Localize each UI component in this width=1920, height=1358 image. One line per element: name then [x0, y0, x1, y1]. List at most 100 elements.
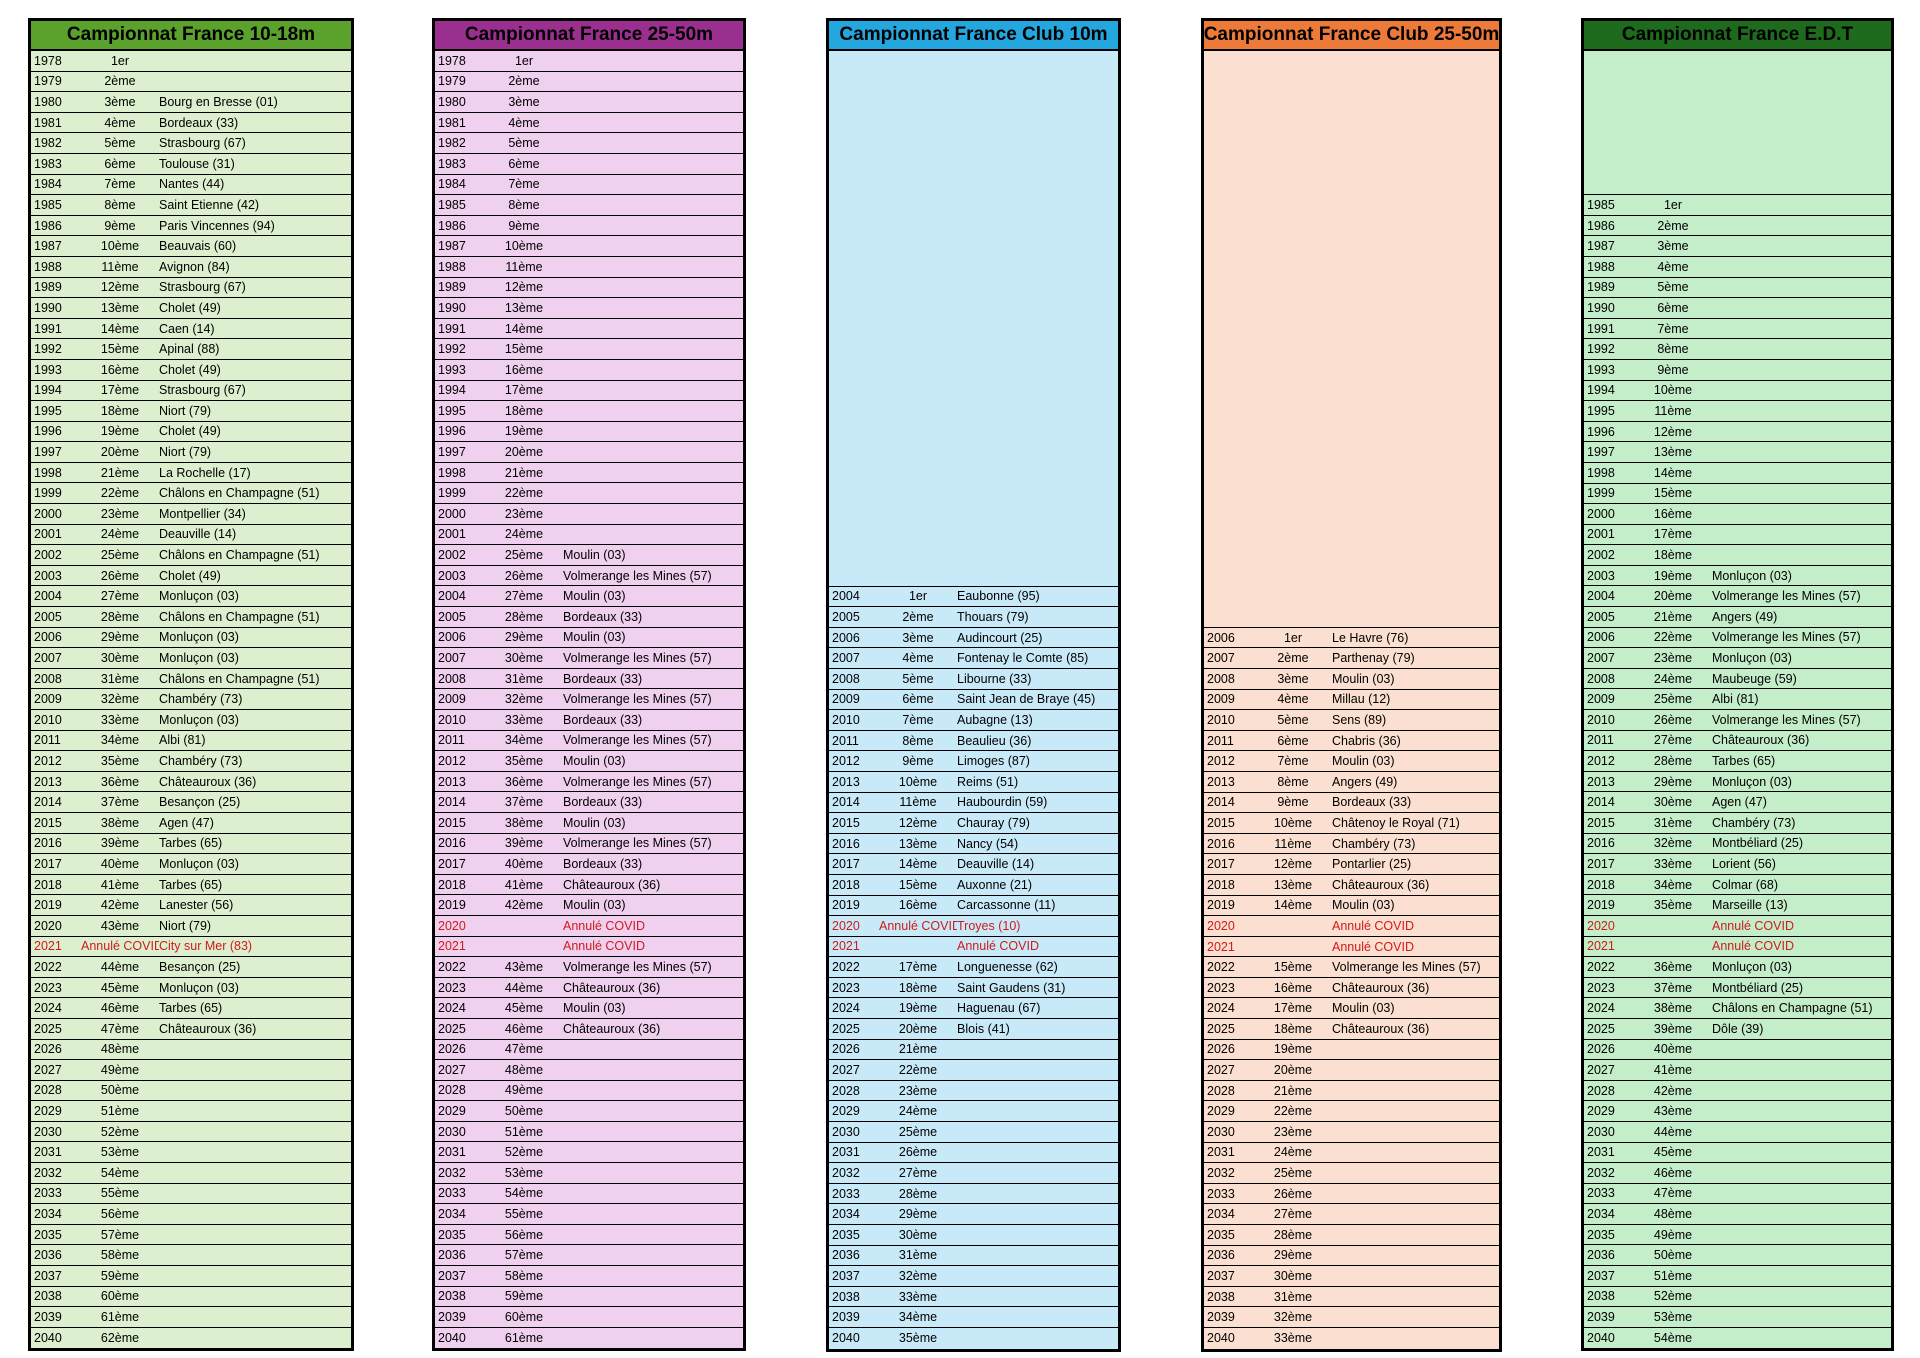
table-row: 2016 39ème Tarbes (65)	[31, 834, 351, 855]
venue-cell: Annulé COVID	[1332, 918, 1414, 933]
venue-cell: Paris Vincennes (94)	[159, 218, 275, 233]
edition-cell: 19ème	[100, 424, 140, 439]
table-row: 2018 34ème Colmar (68)	[1584, 875, 1891, 896]
edition-cell: 31ème	[1653, 815, 1693, 830]
table-row: 2023 37ème Montbéliard (25)	[1584, 978, 1891, 999]
edition-cell: 31ème	[504, 671, 544, 686]
year-cell: 2035	[1587, 1227, 1615, 1242]
table-row: 2007 23ème Monluçon (03)	[1584, 648, 1891, 669]
year-cell: 1983	[438, 156, 466, 171]
edition-cell: 26ème	[1273, 1186, 1313, 1201]
year-cell: 2033	[1207, 1186, 1235, 1201]
year-cell: 1997	[34, 445, 62, 460]
venue-cell: Agen (47)	[1712, 795, 1767, 810]
year-cell: 1988	[34, 259, 62, 274]
edition-cell: 12ème	[504, 280, 544, 295]
venue-cell: Monluçon (03)	[159, 651, 239, 666]
table-row: 1993 9ème	[1584, 360, 1891, 381]
table-row: 2024 19ème Haguenau (67)	[829, 998, 1118, 1020]
year-cell: 2039	[1207, 1310, 1235, 1325]
venue-cell: Parthenay (79)	[1332, 651, 1415, 666]
year-cell: 2021	[34, 939, 62, 954]
edition-cell: 51ème	[100, 1104, 140, 1119]
year-cell: 2020	[438, 918, 466, 933]
edition-cell: 54ème	[1653, 1331, 1693, 1346]
edition-cell: 6ème	[508, 156, 540, 171]
table-row: 2017 14ème Deauville (14)	[829, 854, 1118, 875]
year-cell: 2015	[1207, 815, 1235, 830]
edition-cell: 61ème	[504, 1331, 544, 1346]
edition-cell: 27ème	[100, 589, 140, 604]
venue-cell: Annulé COVID	[1712, 939, 1794, 954]
year-cell: 2008	[438, 671, 466, 686]
edition-cell: 17ème	[1653, 527, 1693, 542]
table-row: 2026 47ème	[435, 1040, 743, 1061]
edition-cell: 49ème	[1653, 1227, 1693, 1242]
edition-cell: 49ème	[100, 1062, 140, 1077]
venue-cell: Bordeaux (33)	[563, 856, 643, 871]
table-row: 2020 Annulé COVID	[1204, 916, 1499, 937]
edition-cell: 34ème	[1653, 877, 1693, 892]
table-header: Campionnat France Club 25-50m	[1204, 21, 1499, 51]
edition-cell: 20ème	[1273, 1063, 1313, 1078]
table-row: 2019 42ème Lanester (56)	[31, 895, 351, 916]
edition-cell: 5ème	[104, 136, 136, 151]
year-cell: 2009	[1587, 692, 1615, 707]
edition-cell: 28ème	[898, 1186, 938, 1201]
year-cell: 2014	[438, 795, 466, 810]
year-cell: 2028	[438, 1083, 466, 1098]
table-row: 2035 49ème	[1584, 1225, 1891, 1246]
edition-cell: 24ème	[1653, 671, 1693, 686]
table-row: 2010 33ème Bordeaux (33)	[435, 710, 743, 731]
year-cell: 2017	[1587, 856, 1615, 871]
year-cell: 2019	[832, 898, 860, 913]
table-row: 2014 9ème Bordeaux (33)	[1204, 793, 1499, 814]
table-row: 1987 3ème	[1584, 236, 1891, 257]
edition-cell: 15ème	[898, 877, 938, 892]
table-row: 2006 29ème Moulin (03)	[435, 628, 743, 649]
year-cell: 1985	[438, 197, 466, 212]
table-row: 1993 16ème	[435, 360, 743, 381]
year-cell: 2031	[1207, 1145, 1235, 1160]
year-cell: 2018	[438, 877, 466, 892]
venue-cell: Châteauroux (36)	[563, 877, 661, 892]
edition-cell: 20ème	[1653, 589, 1693, 604]
table-row: 2033 47ème	[1584, 1184, 1891, 1205]
table-row: 2015 38ème Agen (47)	[31, 813, 351, 834]
edition-cell: 43ème	[504, 959, 544, 974]
year-cell: 2004	[1587, 589, 1615, 604]
year-cell: 1986	[438, 218, 466, 233]
edition-cell: 11ème	[505, 259, 543, 274]
year-cell: 2008	[1587, 671, 1615, 686]
table-row: 1997 20ème Niort (79)	[31, 442, 351, 463]
edition-cell: 28ème	[504, 609, 544, 624]
edition-cell: 31ème	[898, 1248, 938, 1263]
year-cell: 2035	[34, 1227, 62, 1242]
table-row: 1990 6ème	[1584, 298, 1891, 319]
table-row: 2011 34ème Volmerange les Mines (57)	[435, 731, 743, 752]
edition-cell: 34ème	[504, 733, 544, 748]
edition-cell: 32ème	[1653, 836, 1693, 851]
table-row: 2037 51ème	[1584, 1266, 1891, 1287]
year-cell: 2010	[832, 712, 860, 727]
edition-cell: 16ème	[504, 362, 544, 377]
table-row: 2028 23ème	[829, 1081, 1118, 1102]
table-row: 2030 23ème	[1204, 1122, 1499, 1143]
table-row: 2034 55ème	[435, 1204, 743, 1225]
table-championnat-25-50m: Campionnat France 25-50m 1978 1er 1979 2ème 1…	[432, 18, 746, 1352]
year-cell: 1997	[1587, 445, 1615, 460]
edition-cell: 13ème	[504, 300, 544, 315]
year-cell: 1980	[34, 94, 62, 109]
edition-cell: 6ème	[1657, 300, 1689, 315]
year-cell: 1986	[34, 218, 62, 233]
table-row: 2010 33ème Monluçon (03)	[31, 710, 351, 731]
edition-cell: 16ème	[898, 898, 938, 913]
venue-cell: Moulin (03)	[563, 1001, 626, 1016]
edition-cell: 9ème	[508, 218, 540, 233]
edition-cell: 50ème	[504, 1104, 544, 1119]
edition-cell: 19ème	[504, 424, 544, 439]
table-row: 2018 41ème Châteauroux (36)	[435, 875, 743, 896]
edition-cell: 12ème	[100, 280, 140, 295]
table-row: 2005 28ème Châlons en Champagne (51)	[31, 607, 351, 628]
year-cell: 1996	[1587, 424, 1615, 439]
